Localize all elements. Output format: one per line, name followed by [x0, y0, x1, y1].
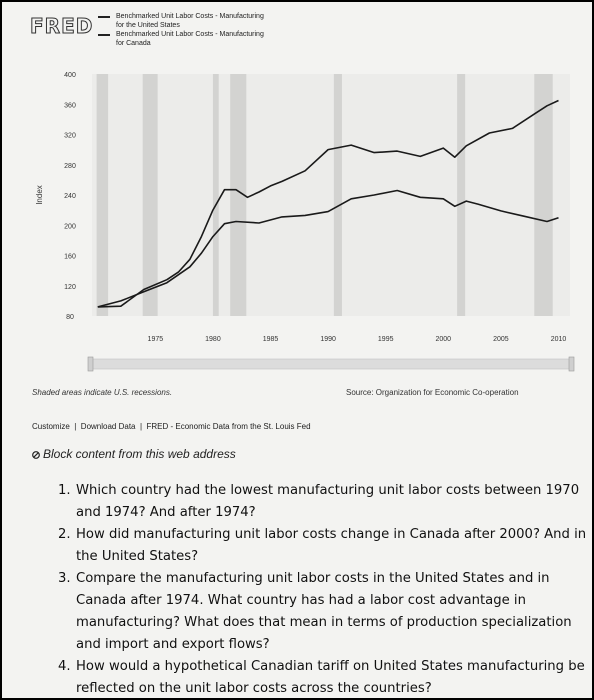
y-tick-label: 80 — [66, 314, 74, 321]
customize-link[interactable]: Customize — [32, 422, 70, 431]
link-separator: | — [72, 422, 79, 431]
y-tick-label: 360 — [64, 102, 76, 109]
range-slider-track — [89, 358, 573, 370]
question-number: 4. — [58, 659, 71, 674]
y-axis-label: Index — [35, 185, 44, 205]
question-number: 1. — [58, 483, 71, 498]
question-number: 3. — [58, 571, 71, 586]
legend-label-canada: Benchmarked Unit Labor Costs - Manufactu… — [116, 31, 264, 47]
circle-icon — [32, 450, 40, 459]
recession-band — [96, 74, 109, 316]
recession-band — [142, 74, 158, 316]
y-tick-label: 280 — [64, 163, 76, 170]
chart-links: Customize | Download Data | FRED - Econo… — [32, 422, 311, 431]
legend-swatch-us — [98, 16, 110, 18]
legend-swatch-canada — [98, 34, 110, 36]
question-number: 2. — [58, 527, 71, 542]
x-tick-label: 2010 — [551, 336, 567, 343]
range-slider-handle-left — [87, 356, 94, 372]
recession-band — [230, 74, 247, 316]
block-content-text: Block content from this web address — [43, 447, 236, 461]
x-tick-label: 1985 — [263, 336, 279, 343]
source-note: Source: Organization for Economic Co-ope… — [346, 388, 519, 397]
chart-legend: Benchmarked Unit Labor Costs - Manufactu… — [98, 12, 266, 48]
question-text: Compare the manufacturing unit labor cos… — [76, 571, 572, 652]
question-item: 1. Which country had the lowest manufactu… — [58, 480, 588, 524]
series-line-us — [97, 99, 559, 308]
link-separator: | — [137, 422, 145, 431]
download-data-link[interactable]: Download Data — [80, 422, 136, 431]
recession-band — [457, 74, 466, 316]
question-list: 1. Which country had the lowest manufactu… — [58, 480, 588, 698]
recession-band — [333, 74, 342, 316]
plot-area — [92, 74, 570, 316]
question-item: 4. How would a hypothetical Canadian tari… — [58, 656, 588, 698]
question-text: Which country had the lowest manufacturi… — [76, 483, 580, 520]
range-slider-handle-right — [568, 356, 575, 372]
fred-logo[interactable]: FRED — [29, 14, 94, 39]
x-tick-label: 1980 — [205, 336, 221, 343]
y-tick-label: 240 — [64, 193, 76, 200]
x-tick-label: 1995 — [378, 336, 394, 343]
question-item: 2. How did manufacturing unit labor costs… — [58, 524, 588, 568]
x-tick-label: 1990 — [320, 336, 336, 343]
recession-band — [212, 74, 219, 316]
block-content-notice[interactable]: Block content from this web address — [32, 447, 236, 461]
y-tick-label: 160 — [64, 254, 76, 261]
recession-band — [534, 74, 553, 316]
x-tick-label: 1975 — [148, 336, 164, 343]
question-text: How would a hypothetical Canadian tariff… — [76, 659, 585, 696]
y-tick-label: 400 — [64, 72, 76, 79]
line-chart: 80 120 160 200 240 280 320 360 400 1975 1980 1985 19… — [35, 72, 575, 372]
y-tick-label: 120 — [64, 284, 76, 291]
legend-label-us: Benchmarked Unit Labor Costs - Manufactu… — [116, 13, 264, 29]
x-tick-label: 2005 — [493, 336, 509, 343]
fred-home-link[interactable]: FRED - Economic Data from the St. Louis … — [146, 422, 311, 431]
series-line-canada — [97, 189, 559, 308]
question-text: How did manufacturing unit labor costs c… — [76, 527, 587, 564]
y-tick-label: 200 — [64, 223, 76, 230]
question-item: 3. Compare the manufacturing unit labor c… — [58, 568, 588, 656]
legend-item-canada: Benchmarked Unit Labor Costs - Manufactu… — [98, 30, 266, 48]
legend-item-us: Benchmarked Unit Labor Costs - Manufactu… — [98, 12, 266, 30]
y-tick-label: 320 — [64, 133, 76, 140]
recession-note: Shaded areas indicate U.S. recessions. — [32, 388, 173, 397]
x-tick-label: 2000 — [436, 336, 452, 343]
